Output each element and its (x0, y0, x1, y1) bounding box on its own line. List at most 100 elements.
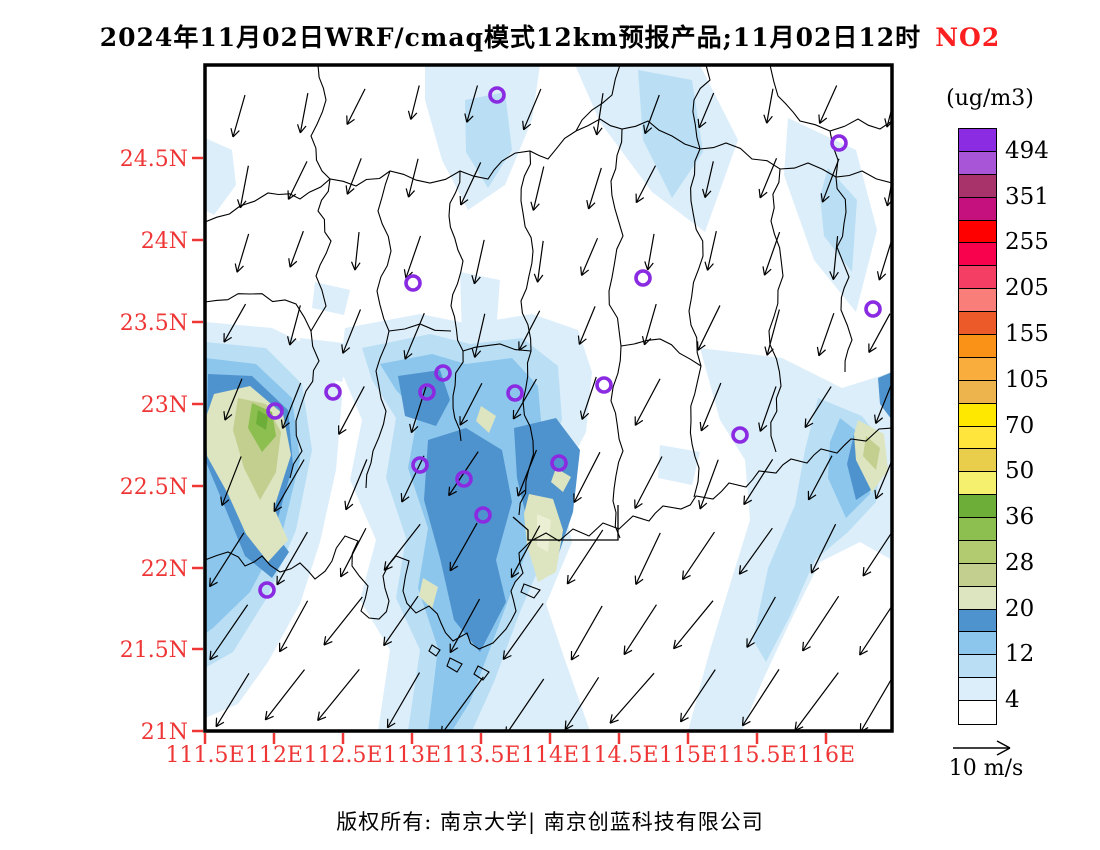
wind-arrow (223, 303, 247, 343)
island-outline (473, 665, 490, 681)
boundary-line (205, 427, 892, 650)
colorbar-segment (958, 288, 997, 314)
wind-arrow (579, 376, 597, 420)
wind-arrow (704, 230, 717, 271)
wind-arrow (471, 239, 485, 285)
wind-arrow (345, 158, 362, 195)
lon-tick-label: 115E (659, 743, 717, 768)
station-marker (488, 86, 506, 104)
wind-arrow (820, 158, 840, 203)
wind-arrow (383, 523, 421, 571)
wind-arrow (510, 525, 541, 579)
wind-arrow (276, 531, 308, 586)
island-outline (428, 644, 441, 657)
wind-arrow (400, 455, 425, 503)
station-marker (634, 269, 652, 287)
wind-arrow (518, 310, 541, 351)
colorbar-tick-label: 20 (1005, 595, 1035, 622)
wind-arrow (644, 233, 655, 271)
wind-arrow (464, 85, 479, 123)
wind-arrow (868, 313, 891, 353)
wind-arrow (696, 305, 721, 351)
wind-arrow (681, 531, 715, 581)
wind-arrow (762, 231, 781, 276)
colorbar-segment (958, 494, 997, 520)
station-marker (266, 402, 284, 420)
wind-arrow (220, 456, 242, 507)
lon-tick-label: 116E (797, 743, 855, 768)
wind-legend-label: 10 m/s (948, 756, 1024, 781)
wind-arrow (804, 386, 832, 429)
wind-arrow (344, 459, 368, 511)
wind-arrow (643, 94, 660, 135)
colorbar-segment (958, 539, 997, 565)
wind-arrow (230, 94, 246, 138)
boundary-line (310, 65, 331, 180)
wind-arrow (738, 527, 773, 575)
wind-arrow (697, 92, 715, 129)
boundary-line (205, 118, 892, 223)
station-marker (550, 454, 568, 472)
station-marker (411, 456, 429, 474)
wind-arrow (502, 603, 544, 660)
colorbar-tick-label: 50 (1005, 458, 1035, 485)
wind-arrow (743, 458, 774, 506)
title-pollutant: NO2 (935, 23, 1001, 52)
wind-arrow (874, 458, 892, 500)
wind-arrow (449, 522, 478, 572)
station-marker (830, 134, 848, 152)
colorbar-segment (958, 471, 997, 497)
colorbar-tick-label: 105 (1005, 366, 1049, 393)
colorbar-segment (958, 379, 997, 405)
station-marker (864, 300, 882, 318)
wind-arrow (215, 672, 250, 728)
colorbar-segment (958, 631, 997, 657)
contour-fill (658, 445, 700, 485)
station-marker (595, 376, 613, 394)
wind-arrow (698, 459, 719, 510)
wind-arrow (533, 240, 544, 283)
island-outline (446, 657, 463, 673)
wind-arrow (383, 595, 419, 647)
colorbar-tick-label: 36 (1005, 504, 1035, 530)
wind-arrow (409, 386, 427, 434)
lon-tick-label: 114E (521, 743, 579, 768)
lon-tick-label: 114.5E (579, 743, 658, 768)
wind-arrow (859, 677, 892, 731)
wind-arrow (609, 672, 655, 724)
contour-fill (312, 282, 350, 315)
wind-arrow (593, 93, 604, 136)
boundary-line (289, 178, 332, 479)
wind-arrow (223, 378, 243, 421)
colorbar-tick-label: 155 (1005, 321, 1049, 347)
colorbar-segment (958, 654, 997, 680)
wind-arrow (623, 604, 657, 656)
boundary-line (769, 65, 892, 132)
wind-arrow (264, 669, 305, 721)
page-title: 2024年11月02日WRF/cmaq模式12km预报产品;11月02日12时 N… (0, 18, 1100, 54)
colorbar (958, 128, 997, 725)
wind-arrow (449, 598, 481, 654)
station-marker (474, 506, 492, 524)
wind-arrow (701, 161, 714, 198)
wind-arrow (829, 235, 839, 280)
colorbar-segment (958, 517, 997, 542)
colorbar-tick-label: 351 (1005, 183, 1049, 210)
colorbar-segment (958, 311, 997, 336)
colorbar-segment (958, 585, 997, 611)
boundary-line (620, 338, 702, 367)
colorbar-tick-label: 28 (1005, 549, 1035, 576)
station-marker (455, 470, 473, 488)
wind-arrow (874, 382, 892, 424)
wind-arrow (512, 378, 538, 420)
wind-arrow (641, 303, 657, 346)
colorbar-segment (958, 333, 997, 359)
wind-arrow (810, 523, 837, 574)
wind-arrow (317, 668, 360, 722)
contour-fill (256, 410, 268, 430)
boundary-line (768, 168, 784, 453)
wind-arrow (341, 309, 362, 354)
wind-arrow (405, 158, 419, 198)
wind-arrow (234, 233, 250, 273)
